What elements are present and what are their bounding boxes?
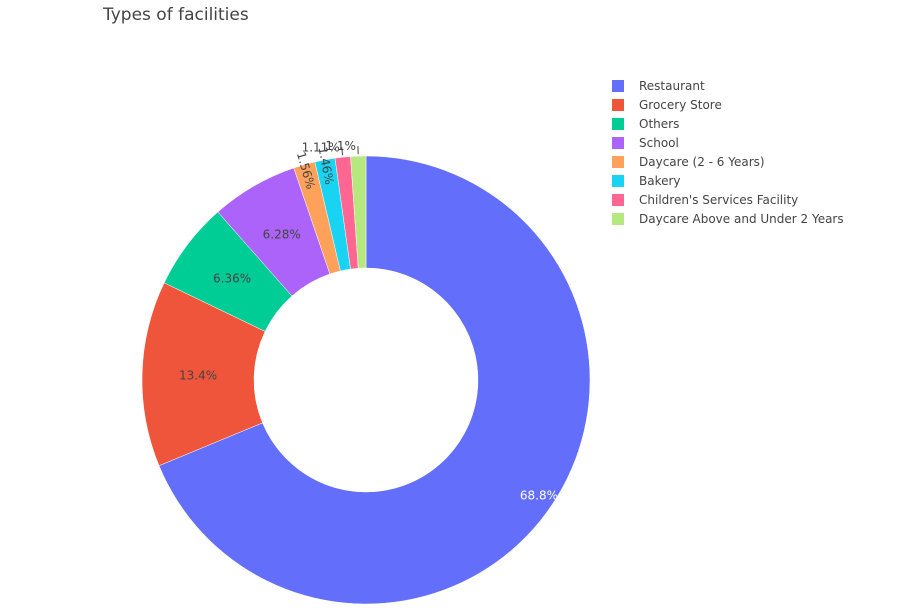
- legend-label: Grocery Store: [639, 97, 722, 112]
- slice-grocery-store[interactable]: [141, 282, 266, 467]
- legend-swatch: [612, 79, 624, 92]
- legend-item-school[interactable]: School: [612, 133, 844, 152]
- slice-label-others: 6.36%: [213, 272, 251, 286]
- legend-item-daycare-2-6-years[interactable]: Daycare (2 - 6 Years): [612, 152, 844, 171]
- legend-label: Bakery: [639, 173, 681, 188]
- slice-label-grocery-store: 13.4%: [179, 368, 217, 382]
- legend-label: Daycare Above and Under 2 Years: [639, 211, 844, 226]
- slice-daycare-above-and-under-2-years[interactable]: [350, 155, 367, 269]
- legend-swatch: [612, 136, 624, 149]
- legend-item-others[interactable]: Others: [612, 114, 844, 133]
- legend-swatch: [612, 193, 624, 206]
- legend-swatch: [612, 174, 624, 187]
- legend-label: Children's Services Facility: [639, 192, 799, 207]
- slice-label-school: 6.28%: [263, 228, 301, 242]
- legend-item-restaurant[interactable]: Restaurant: [612, 76, 844, 95]
- leader-line-children-s-services-facility: [341, 147, 344, 156]
- legend-item-daycare-above-and-under-2-years[interactable]: Daycare Above and Under 2 Years: [612, 209, 844, 228]
- slice-label-daycare-above-and-under-2-years: 1.1%: [325, 139, 356, 153]
- chart-title: Types of facilities: [103, 5, 249, 25]
- slice-restaurant[interactable]: [158, 155, 591, 605]
- legend-item-bakery[interactable]: Bakery: [612, 171, 844, 190]
- legend-swatch: [612, 212, 624, 225]
- slice-label-children-s-services-facility: 1.11%: [302, 140, 340, 154]
- legend-label: Restaurant: [639, 78, 705, 93]
- slice-label-bakery: 1.46%: [316, 146, 337, 186]
- legend-swatch: [612, 117, 624, 130]
- legend-item-children-s-services-facility[interactable]: Children's Services Facility: [612, 190, 844, 209]
- legend-label: Daycare (2 - 6 Years): [639, 154, 765, 169]
- legend-item-grocery-store[interactable]: Grocery Store: [612, 95, 844, 114]
- legend-label: School: [639, 135, 679, 150]
- slice-label-restaurant: 68.8%: [520, 489, 558, 503]
- legend: Restaurant Grocery Store Others School Dayca…: [612, 76, 844, 228]
- legend-swatch: [612, 155, 624, 168]
- legend-label: Others: [639, 116, 680, 131]
- legend-swatch: [612, 98, 624, 111]
